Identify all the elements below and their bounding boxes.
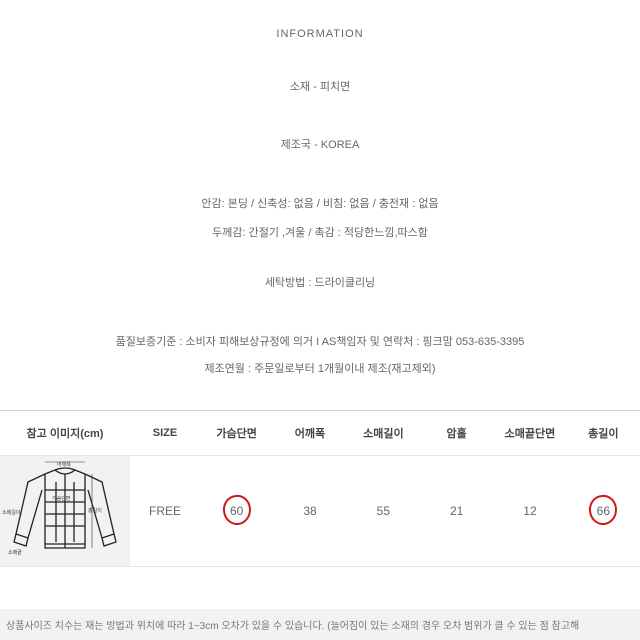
cell-cuff: 12	[493, 455, 566, 566]
info-material: 소재 - 피치면	[0, 78, 640, 94]
info-detail-1: 안감: 본딩 / 신축성: 없음 / 비침: 없음 / 충전재 : 없음	[0, 194, 640, 215]
table-header-row: 참고 이미지(cm) SIZE 가슴단면 어깨폭 소매길이 암홀 소매끝단면 총…	[0, 411, 640, 456]
info-warranty: 품질보증기준 : 소비자 피해보상규정에 의거 I AS책임자 및 연락처 : …	[0, 332, 640, 353]
size-table-wrap: 참고 이미지(cm) SIZE 가슴단면 어깨폭 소매길이 암홀 소매끝단면 총…	[0, 410, 640, 567]
lbl-cuff: 소매끝	[8, 549, 22, 556]
jacket-diagram-icon: 어깨폭 가슴단면 총길이 소매길이 소매끝	[0, 456, 130, 566]
th-armhole: 암홀	[420, 411, 493, 456]
information-section: INFORMATION 소재 - 피치면 제조국 - KOREA 안감: 본딩 …	[0, 0, 640, 380]
size-table: 참고 이미지(cm) SIZE 가슴단면 어깨폭 소매길이 암홀 소매끝단면 총…	[0, 411, 640, 566]
th-cuff: 소매끝단면	[493, 411, 566, 456]
cell-armhole: 21	[420, 455, 493, 566]
cell-length: 66	[567, 455, 640, 566]
th-chest: 가슴단면	[200, 411, 273, 456]
info-origin: 제조국 - KOREA	[0, 136, 640, 152]
th-size: SIZE	[130, 411, 200, 456]
info-washing: 세탁방법 : 드라이클리닝	[0, 274, 640, 290]
info-warranty-group: 품질보증기준 : 소비자 피해보상규정에 의거 I AS책임자 및 연락처 : …	[0, 332, 640, 380]
info-details-group: 안감: 본딩 / 신축성: 없음 / 비침: 없음 / 충전재 : 없음 두께감…	[0, 194, 640, 244]
cell-chest: 60	[200, 455, 273, 566]
info-title: INFORMATION	[0, 28, 640, 40]
cell-shoulder: 38	[273, 455, 346, 566]
th-sleeve: 소매길이	[347, 411, 420, 456]
th-length: 총길이	[567, 411, 640, 456]
th-shoulder: 어깨폭	[273, 411, 346, 456]
cell-length-value: 66	[597, 504, 610, 518]
lbl-length: 총길이	[88, 507, 102, 514]
th-ref-image: 참고 이미지(cm)	[0, 411, 130, 456]
cell-size: FREE	[130, 455, 200, 566]
info-mfg-date: 제조연월 : 주문일로부터 1개월이내 제조(재고제외)	[0, 359, 640, 380]
lbl-sleeve: 소매길이	[2, 509, 20, 516]
cell-chest-value: 60	[230, 504, 243, 518]
table-row: 어깨폭 가슴단면 총길이 소매길이 소매끝 FREE 6	[0, 455, 640, 566]
lbl-chest: 가슴단면	[52, 495, 71, 502]
info-detail-2: 두께감: 간절기 ,겨울 / 촉감 : 적당한느낌,따스함	[0, 223, 640, 244]
ref-image-cell: 어깨폭 가슴단면 총길이 소매길이 소매끝	[0, 455, 130, 566]
footnote: 상품사이즈 치수는 재는 방법과 위치에 따라 1~3cm 오차가 있을 수 있…	[0, 609, 640, 640]
cell-sleeve: 55	[347, 455, 420, 566]
